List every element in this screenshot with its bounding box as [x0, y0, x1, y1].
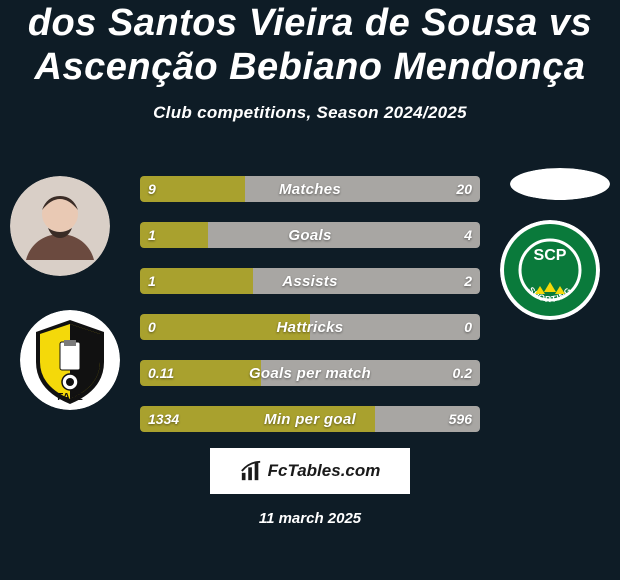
stat-label: Hattricks	[140, 314, 480, 340]
stat-label: Goals	[140, 222, 480, 248]
player-left-avatar	[10, 176, 110, 276]
date-label: 11 march 2025	[0, 510, 620, 527]
stat-label: Min per goal	[140, 406, 480, 432]
svg-text:SCP: SCP	[534, 247, 567, 264]
stat-row: 920Matches	[140, 176, 480, 202]
shield-icon: FAFE	[20, 310, 120, 410]
stat-row: 0.110.2Goals per match	[140, 360, 480, 386]
club-right-badge: SCP SPORTING	[500, 220, 600, 320]
stat-label: Assists	[140, 268, 480, 294]
brand-box[interactable]: FcTables.com	[210, 448, 410, 494]
subtitle: Club competitions, Season 2024/2025	[0, 103, 620, 123]
chart-icon	[240, 460, 262, 482]
stat-label: Goals per match	[140, 360, 480, 386]
club-left-badge: FAFE	[20, 310, 120, 410]
stat-row: 14Goals	[140, 222, 480, 248]
player-right-avatar	[510, 168, 610, 200]
stat-row: 12Assists	[140, 268, 480, 294]
person-icon	[10, 176, 110, 276]
svg-text:FAFE: FAFE	[57, 392, 83, 403]
comparison-card: dos Santos Vieira de Sousa vs Ascenção B…	[0, 0, 620, 580]
stat-label: Matches	[140, 176, 480, 202]
stats-area: 920Matches 14Goals 12Assists 00Hattricks 0.1…	[140, 176, 480, 452]
stat-row: 1334596Min per goal	[140, 406, 480, 432]
stat-row: 00Hattricks	[140, 314, 480, 340]
brand-label: FcTables.com	[268, 461, 381, 481]
page-title: dos Santos Vieira de Sousa vs Ascenção B…	[0, 2, 620, 89]
blank-oval-icon	[510, 168, 610, 200]
club-crest-icon: SCP SPORTING	[500, 220, 600, 320]
